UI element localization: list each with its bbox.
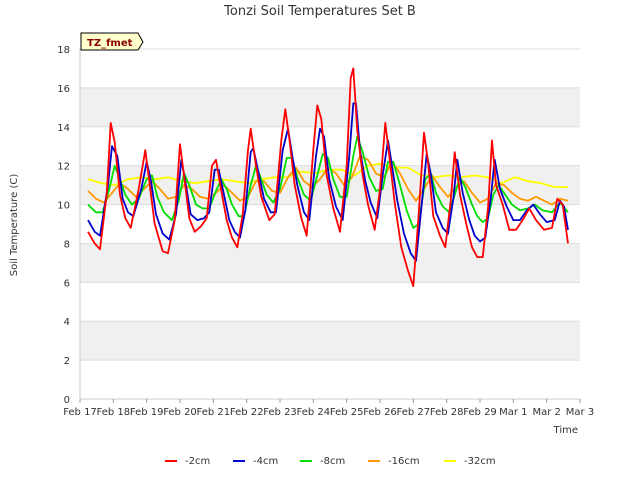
y-tick-label: 2 xyxy=(64,356,70,367)
legend-label: -32cm xyxy=(464,456,496,467)
x-tick-label: Feb 26 xyxy=(363,407,397,418)
y-tick-label: 12 xyxy=(57,162,70,173)
y-tick-label: 6 xyxy=(64,278,70,289)
site-badge: TZ_fmet xyxy=(80,32,144,51)
y-tick-label: 0 xyxy=(64,395,70,406)
y-axis-label: Soil Temperature (C) xyxy=(9,174,20,277)
x-tick-label: Feb 19 xyxy=(130,407,164,418)
site-badge-shape xyxy=(80,32,144,51)
series-line-neg2cm xyxy=(87,67,569,288)
series-layer xyxy=(87,67,569,288)
grid-band xyxy=(80,87,580,127)
grid-band xyxy=(80,243,580,283)
x-tick-label: Mar 2 xyxy=(532,407,560,418)
y-tick-label: 18 xyxy=(57,45,70,56)
chart-title: Tonzi Soil Temperatures Set B xyxy=(223,4,416,19)
legend-item: -32cm xyxy=(444,456,496,467)
x-tick-label: Feb 25 xyxy=(330,407,364,418)
x-tick-label: Feb 28 xyxy=(430,407,464,418)
x-tick-label: Mar 3 xyxy=(566,407,594,418)
legend-item: -2cm xyxy=(165,456,210,467)
x-tick-label: Feb 27 xyxy=(397,407,431,418)
legend-item: -16cm xyxy=(368,456,420,467)
x-tick-label: Feb 29 xyxy=(463,407,497,418)
y-tick-label: 14 xyxy=(57,123,70,134)
legend-item: -8cm xyxy=(300,456,345,467)
x-tick-label: Feb 20 xyxy=(163,407,197,418)
x-tick-label: Feb 17 xyxy=(63,407,97,418)
x-axis-label: Time xyxy=(553,425,578,436)
grid-band xyxy=(80,321,580,361)
y-tick-label: 8 xyxy=(64,239,70,250)
legend-label: -8cm xyxy=(320,456,345,467)
x-tick-label: Feb 24 xyxy=(297,407,331,418)
x-tick-label: Feb 22 xyxy=(230,407,264,418)
legend: -2cm -4cm -8cm -16cm -32cm xyxy=(165,456,496,467)
x-tick-label: Feb 18 xyxy=(97,407,131,418)
legend-label: -2cm xyxy=(185,456,210,467)
y-tick-label: 16 xyxy=(57,84,70,95)
site-badge-label: TZ_fmet xyxy=(87,38,133,49)
x-tick-label: Feb 21 xyxy=(197,407,231,418)
y-tick-label: 10 xyxy=(57,201,70,212)
x-axis: Feb 17 Feb 18 Feb 19 Feb 20 Feb 21 Feb 22 Feb … xyxy=(63,399,594,418)
legend-label: -16cm xyxy=(388,456,420,467)
y-axis: 0 2 4 6 8 10 12 14 16 18 xyxy=(57,45,70,406)
y-tick-label: 4 xyxy=(64,317,70,328)
legend-item: -4cm xyxy=(233,456,278,467)
legend-label: -4cm xyxy=(253,456,278,467)
x-tick-label: Mar 1 xyxy=(499,407,527,418)
x-tick-label: Feb 23 xyxy=(263,407,297,418)
